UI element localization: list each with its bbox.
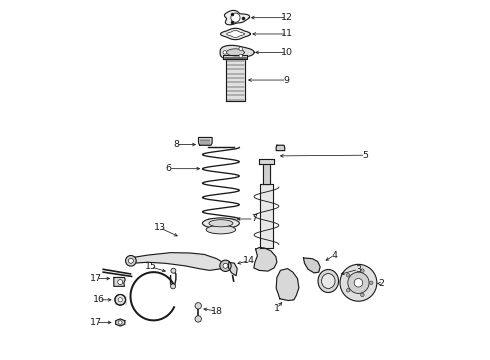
- Polygon shape: [226, 59, 245, 101]
- Ellipse shape: [321, 274, 335, 288]
- Text: 11: 11: [281, 30, 293, 39]
- Text: 17: 17: [90, 318, 102, 327]
- Circle shape: [223, 263, 228, 268]
- Text: 18: 18: [211, 307, 222, 316]
- Polygon shape: [303, 258, 320, 273]
- Circle shape: [346, 274, 350, 277]
- Circle shape: [171, 268, 176, 273]
- Text: 15: 15: [145, 262, 157, 271]
- Polygon shape: [223, 54, 247, 59]
- Circle shape: [128, 258, 133, 263]
- Circle shape: [220, 260, 231, 271]
- Text: 9: 9: [284, 76, 290, 85]
- Circle shape: [195, 316, 201, 322]
- Circle shape: [361, 293, 364, 297]
- Text: 12: 12: [281, 13, 293, 22]
- Polygon shape: [220, 28, 250, 40]
- Circle shape: [346, 288, 350, 292]
- Polygon shape: [198, 138, 212, 145]
- Ellipse shape: [202, 218, 239, 229]
- Ellipse shape: [318, 270, 339, 293]
- Circle shape: [348, 272, 369, 293]
- Text: 4: 4: [331, 251, 337, 260]
- Circle shape: [119, 321, 122, 324]
- Ellipse shape: [209, 220, 233, 227]
- Polygon shape: [224, 10, 249, 25]
- Polygon shape: [263, 164, 270, 184]
- Text: 13: 13: [154, 223, 166, 232]
- Polygon shape: [259, 159, 274, 164]
- Polygon shape: [116, 319, 125, 326]
- Circle shape: [239, 47, 243, 50]
- Polygon shape: [276, 145, 285, 150]
- Text: 3: 3: [355, 265, 362, 274]
- Circle shape: [171, 284, 175, 289]
- Text: 6: 6: [166, 164, 172, 173]
- Circle shape: [239, 54, 243, 58]
- Polygon shape: [228, 262, 237, 276]
- Polygon shape: [260, 184, 272, 248]
- Text: 16: 16: [93, 295, 105, 304]
- Polygon shape: [226, 31, 245, 37]
- Polygon shape: [220, 45, 254, 59]
- Circle shape: [354, 279, 363, 287]
- Circle shape: [223, 51, 226, 54]
- Text: 2: 2: [378, 279, 385, 288]
- Circle shape: [340, 264, 377, 301]
- Polygon shape: [254, 247, 277, 271]
- Circle shape: [369, 281, 373, 284]
- Circle shape: [118, 298, 122, 302]
- Text: 1: 1: [274, 304, 280, 313]
- Circle shape: [361, 269, 364, 273]
- Polygon shape: [226, 49, 245, 56]
- Ellipse shape: [206, 225, 236, 234]
- Circle shape: [231, 13, 240, 22]
- Text: 10: 10: [281, 48, 293, 57]
- Polygon shape: [130, 253, 224, 270]
- Polygon shape: [114, 278, 125, 286]
- Circle shape: [118, 280, 122, 284]
- Text: 7: 7: [251, 215, 257, 224]
- Text: 17: 17: [90, 274, 102, 283]
- Polygon shape: [276, 269, 299, 301]
- Text: 14: 14: [243, 256, 254, 265]
- Polygon shape: [115, 296, 125, 304]
- Text: 5: 5: [363, 151, 368, 160]
- Text: 8: 8: [173, 140, 179, 149]
- Circle shape: [125, 256, 136, 266]
- Circle shape: [195, 303, 201, 309]
